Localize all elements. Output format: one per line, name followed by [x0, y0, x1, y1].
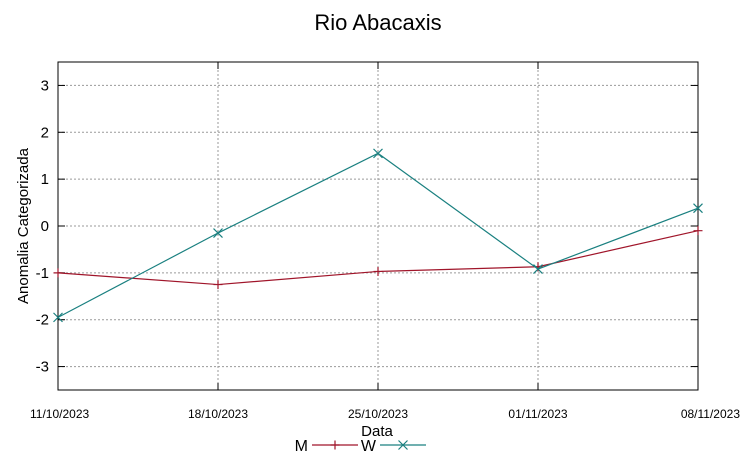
plus-marker [373, 266, 383, 276]
series-lines [53, 148, 703, 323]
plus-marker [213, 280, 223, 290]
chart-title: Rio Abacaxis [314, 10, 441, 35]
x-marker [53, 312, 63, 323]
y-tick-label: 3 [41, 77, 49, 94]
x-marker [533, 264, 543, 275]
y-tick-label: -3 [36, 359, 49, 376]
y-tick-label: -2 [36, 312, 49, 329]
y-tick-label: 1 [41, 171, 49, 188]
y-tick-label: -1 [36, 265, 49, 282]
plus-marker [693, 226, 703, 236]
x-tick-label: 01/11/2023 [508, 407, 567, 421]
x-marker [398, 440, 408, 450]
x-tick-label: 18/10/2023 [188, 407, 248, 421]
legend-label-w: W [361, 438, 377, 455]
x-axis-label: Data [361, 423, 393, 440]
x-marker [693, 203, 703, 214]
y-tick-label: 2 [41, 124, 49, 141]
x-marker [213, 228, 223, 238]
axis-ticks: 3 2 1 0 -1 -2 -3 11/10/2023 18/10/2023 25/10/2023… [30, 62, 740, 421]
x-tick-label: 11/10/2023 [30, 407, 89, 421]
plus-marker [53, 268, 63, 278]
plus-marker [330, 440, 340, 450]
legend-label-m: M [295, 438, 308, 455]
grid [58, 62, 698, 390]
y-tick-label: 0 [41, 218, 49, 235]
y-axis-label: Anomalia Categorizada [15, 147, 32, 304]
x-tick-label: 08/11/2023 [681, 407, 740, 421]
x-tick-label: 25/10/2023 [348, 407, 408, 421]
x-marker [373, 148, 383, 159]
